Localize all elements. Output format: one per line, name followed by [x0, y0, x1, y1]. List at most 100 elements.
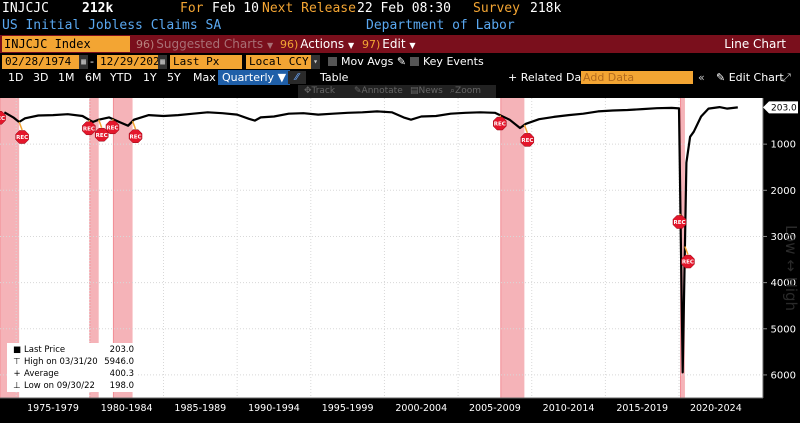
recession-marker [672, 215, 687, 229]
edit-menu[interactable]: 97) Edit ▼ [362, 37, 416, 51]
next-release-value: 22 Feb 08:30 [357, 1, 451, 16]
legend-low: ⊥ Low on 09/30/22 198.0 [13, 381, 134, 391]
zoom-tool[interactable]: ⌕ Zoom [450, 86, 481, 96]
related-data-button[interactable]: + Related Dat [508, 71, 586, 84]
y-tick-labels: 1000 2000 3000 4000 5000 6000 [763, 140, 796, 381]
x-tick-label: 1975-1979 [27, 403, 79, 414]
suggested-charts-menu[interactable]: 96) Suggested Charts ▼ [136, 37, 274, 51]
period-max[interactable]: Max [193, 71, 216, 84]
track-tool[interactable]: ✥ Track [304, 86, 336, 96]
recession-marker-stem [131, 120, 137, 130]
recession-band [500, 98, 525, 398]
y-tick-label: 3000 [771, 232, 796, 243]
recession-marker [128, 129, 143, 143]
y-tick-label: 6000 [771, 370, 796, 381]
calendar-icon[interactable]: ▦ [79, 55, 88, 69]
expand-icon[interactable]: ⤢ [782, 71, 791, 84]
chevron-down-icon: ▼ [409, 41, 416, 50]
end-date-field[interactable]: 12/29/2023 ▦ [97, 55, 167, 69]
x-tick-label: 2015-2019 [616, 403, 668, 414]
period-1y[interactable]: 1Y [143, 71, 157, 84]
recession-marker-label: REC [521, 138, 533, 144]
x-tick-label: 1995-1999 [322, 403, 374, 414]
pencil-icon[interactable]: ✎ [396, 55, 407, 68]
chart-legend: ■ Last Price 203.0 ⊤ High on 03/31/20 59… [7, 343, 137, 392]
key-events-toggle[interactable]: Key Events [410, 56, 484, 70]
square-icon: ■ [12, 345, 22, 355]
security-subtitle: US Initial Jobless Claims SA Department … [0, 18, 800, 34]
period-3d[interactable]: 3D [33, 71, 49, 84]
recession-band [680, 98, 685, 398]
checkbox-icon [410, 57, 419, 66]
recession-marker-label: REC [682, 260, 694, 266]
annotate-tool[interactable]: ✎ Annotate [354, 86, 403, 96]
period-5y[interactable]: 5Y [167, 71, 181, 84]
recession-marker-stem [88, 119, 91, 122]
period-bar: 1D 3D 1M 6M YTD 1Y 5Y Max Quarterly ▼ ⁄⁄… [0, 70, 800, 85]
pencil-icon: ✎ [716, 71, 726, 84]
x-tick-label: 2020-2024 [690, 403, 742, 414]
legend-average: + Average 400.3 [13, 369, 134, 379]
recession-marker-stem [499, 115, 502, 118]
news-tool[interactable]: ▤ News [410, 86, 443, 96]
ticker-input[interactable]: INJCJC Index [2, 36, 130, 52]
start-date-field[interactable]: 02/28/1974 ▦ [2, 55, 88, 69]
next-release-label: Next Release [262, 1, 356, 16]
recession-marker [520, 133, 535, 147]
range-dash: - [90, 55, 94, 68]
recession-marker-label: REC [106, 126, 118, 132]
actions-menu[interactable]: 96) Actions ▼ [280, 37, 355, 51]
mov-avgs-toggle[interactable]: Mov Avgs ✎ [328, 56, 406, 70]
period-1m[interactable]: 1M [58, 71, 75, 84]
recession-marker-label: REC [0, 116, 5, 122]
line-chart-icon[interactable]: ⁄⁄ [288, 71, 306, 84]
recession-marker-stem [523, 124, 529, 134]
ticker-symbol: INJCJC [2, 1, 49, 16]
data-source: Department of Labor [366, 18, 515, 33]
x-tick-label: 1990-1994 [248, 403, 300, 414]
checkbox-icon [328, 57, 337, 66]
x-tick-label: 1980-1984 [101, 403, 153, 414]
collapse-icon[interactable]: « [698, 71, 705, 84]
frequency-select[interactable]: Quarterly ▼ [218, 70, 291, 85]
edit-chart-button[interactable]: ✎ Edit Chart [716, 71, 784, 84]
recession-marker-label: REC [673, 220, 685, 226]
security-description: US Initial Jobless Claims SA [2, 18, 222, 33]
chart-subtools: ✥ Track ✎ Annotate ▤ News ⌕ Zoom [0, 85, 800, 98]
recession-marker-stem [684, 246, 689, 255]
recession-bands [0, 98, 685, 398]
x-tick-label: 1985-1989 [174, 403, 226, 414]
recession-marker-stem [111, 118, 114, 121]
recession-marker-label: REC [96, 133, 108, 139]
for-date: Feb 10 [212, 1, 259, 16]
chevron-down-icon[interactable]: ▾ [311, 55, 320, 69]
last-value: 212k [82, 1, 114, 16]
series-line [3, 106, 738, 374]
recession-marker-stem [18, 121, 23, 131]
recession-marker [681, 254, 695, 269]
table-button[interactable]: Table [320, 71, 349, 84]
x-tick-label: 2010-2014 [543, 403, 595, 414]
currency-select[interactable]: Local CCY ▾ [246, 55, 320, 69]
y-tick-label: 1000 [771, 140, 796, 151]
recession-marker-stem [97, 119, 103, 128]
period-ytd[interactable]: YTD [110, 71, 132, 84]
recession-marker [493, 116, 507, 131]
survey-label: Survey [473, 1, 520, 16]
recession-marker-label: REC [83, 126, 95, 132]
add-data-input[interactable]: Add Data [581, 71, 693, 84]
period-1d[interactable]: 1D [8, 71, 24, 84]
y-tick-label: 4000 [771, 278, 796, 289]
period-6m[interactable]: 6M [85, 71, 102, 84]
date-range-bar: 02/28/1974 ▦ - 12/29/2023 ▦ Last Px Loca… [0, 54, 800, 70]
recession-marker [15, 130, 29, 144]
recession-band [89, 98, 99, 398]
recession-marker-label: REC [494, 122, 506, 128]
calendar-icon[interactable]: ▦ [158, 55, 167, 69]
price-field-select[interactable]: Last Px [170, 55, 242, 69]
last-value-text: 203.0 [771, 104, 797, 114]
y-tick-label: 2000 [771, 186, 796, 197]
chevron-down-icon: ▼ [277, 71, 287, 84]
security-header: INJCJC 212k For Feb 10 Next Release 22 F… [0, 0, 800, 18]
chevron-down-icon: ▼ [347, 41, 355, 50]
